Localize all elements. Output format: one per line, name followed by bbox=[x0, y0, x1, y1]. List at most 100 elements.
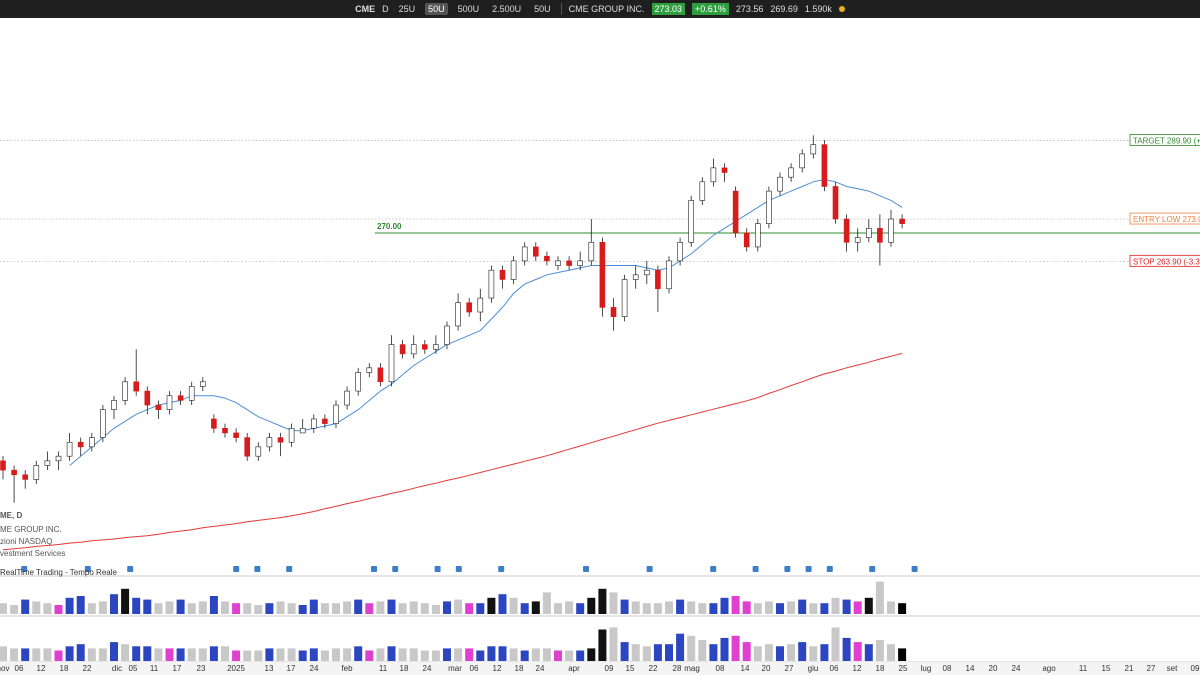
volume-bar bbox=[565, 601, 574, 614]
event-icon bbox=[805, 566, 812, 572]
candle-body bbox=[166, 395, 173, 410]
volume-bar bbox=[465, 603, 474, 614]
volume-bar bbox=[87, 603, 96, 614]
unit-button[interactable]: 2.500U bbox=[492, 4, 522, 14]
company: CME GROUP INC. bbox=[568, 4, 645, 14]
volume-bar bbox=[343, 648, 352, 661]
unit-button[interactable]: 500U bbox=[457, 4, 480, 14]
x-tick-label: 14 bbox=[966, 664, 975, 673]
volume-bar bbox=[65, 597, 74, 614]
candle-body bbox=[677, 241, 683, 262]
volume-bar bbox=[320, 603, 329, 614]
x-tick-label: 15 bbox=[626, 664, 635, 673]
volume-bar bbox=[0, 646, 7, 661]
volume-bar bbox=[243, 603, 252, 614]
x-tick-label: 18 bbox=[876, 664, 885, 673]
volume-bar bbox=[609, 627, 618, 661]
volume-bar bbox=[298, 605, 307, 614]
candle-body bbox=[555, 260, 561, 266]
candle-body bbox=[688, 200, 695, 243]
candle-body bbox=[466, 302, 473, 313]
candle-body bbox=[566, 260, 572, 266]
x-tick-label: 15 bbox=[1102, 664, 1111, 673]
volume-bar bbox=[720, 597, 729, 614]
volume-bar bbox=[409, 648, 418, 661]
volume-bar bbox=[309, 599, 318, 614]
volume-bar bbox=[631, 644, 640, 661]
candle-body bbox=[399, 344, 406, 355]
volume-bar bbox=[676, 633, 685, 661]
candle-body bbox=[100, 409, 106, 438]
volume-bar bbox=[864, 644, 873, 661]
volume-bar bbox=[631, 601, 640, 614]
volume-bar bbox=[487, 597, 496, 614]
volume-bar bbox=[376, 601, 385, 614]
unit-button[interactable]: 50U bbox=[425, 3, 448, 15]
level-label: TARGET 289.90 (+6.18% bbox=[1133, 136, 1200, 145]
x-tick-label: 14 bbox=[741, 664, 750, 673]
candle-body bbox=[344, 390, 350, 406]
candle-body bbox=[421, 344, 428, 350]
x-tick-label: 20 bbox=[762, 664, 771, 673]
x-tick-label: 25 bbox=[899, 664, 908, 673]
symbol[interactable]: CME bbox=[355, 4, 376, 14]
volume-bar bbox=[209, 646, 218, 661]
volume-bar bbox=[576, 603, 585, 614]
event-icon bbox=[646, 566, 653, 572]
event-icon bbox=[254, 566, 261, 572]
x-tick-label: 27 bbox=[1147, 664, 1156, 673]
event-icon bbox=[371, 566, 377, 572]
level-label: ENTRY LOW 273.0 bbox=[1133, 215, 1200, 224]
candle-body bbox=[89, 437, 95, 448]
candle-body bbox=[288, 427, 295, 443]
level-label: STOP 263.90 (-3.34% bbox=[1133, 257, 1200, 266]
event-icon bbox=[21, 566, 28, 572]
event-icon bbox=[583, 566, 589, 572]
interval[interactable]: D bbox=[382, 4, 389, 14]
volume-bar bbox=[221, 601, 229, 614]
level-label-box bbox=[1129, 134, 1200, 146]
volume-bar bbox=[465, 648, 474, 661]
x-tick-label: 08 bbox=[716, 664, 725, 673]
unit-button[interactable]: 50U bbox=[534, 4, 551, 14]
candle-body bbox=[655, 269, 661, 290]
x-tick-label: 20 bbox=[989, 664, 998, 673]
x-tick-label: 22 bbox=[649, 664, 658, 673]
x-tick-label: 12 bbox=[853, 664, 862, 673]
event-icon bbox=[233, 566, 240, 572]
volume-bar bbox=[687, 601, 696, 614]
volume-bar bbox=[698, 603, 707, 614]
x-tick-label: 27 bbox=[785, 664, 794, 673]
x-tick-label: mag bbox=[684, 664, 700, 673]
volume-bar bbox=[720, 637, 729, 661]
candle-body bbox=[777, 176, 783, 192]
volume-bar bbox=[176, 599, 185, 614]
candle-body bbox=[455, 302, 461, 327]
candle-body bbox=[877, 228, 883, 243]
candle-body bbox=[11, 469, 17, 476]
candle-body bbox=[766, 190, 772, 224]
candle-body bbox=[55, 455, 62, 462]
candle-body bbox=[788, 167, 794, 178]
event-icon bbox=[84, 566, 91, 572]
unit-button[interactable]: 25U bbox=[398, 4, 416, 14]
x-tick-label: 2025 bbox=[227, 664, 245, 673]
candle-body bbox=[299, 427, 306, 434]
volume-bar bbox=[798, 642, 807, 661]
volume-bar bbox=[132, 597, 141, 614]
candle-body bbox=[133, 381, 139, 392]
volume-bar bbox=[198, 601, 207, 614]
volume-bar bbox=[742, 642, 751, 661]
moving-average bbox=[69, 178, 903, 466]
x-tick-label: 05 bbox=[129, 664, 138, 673]
candle-body bbox=[155, 404, 162, 410]
volume-bar bbox=[887, 644, 895, 661]
candle-body bbox=[222, 427, 228, 434]
volume-bar bbox=[165, 601, 174, 614]
legend-line: ME GROUP INC. bbox=[0, 525, 62, 534]
volume-bar bbox=[565, 650, 574, 661]
volume-bar bbox=[254, 650, 263, 661]
candle-body bbox=[255, 446, 262, 457]
candle-body bbox=[621, 279, 628, 317]
volume-bar bbox=[121, 588, 130, 614]
